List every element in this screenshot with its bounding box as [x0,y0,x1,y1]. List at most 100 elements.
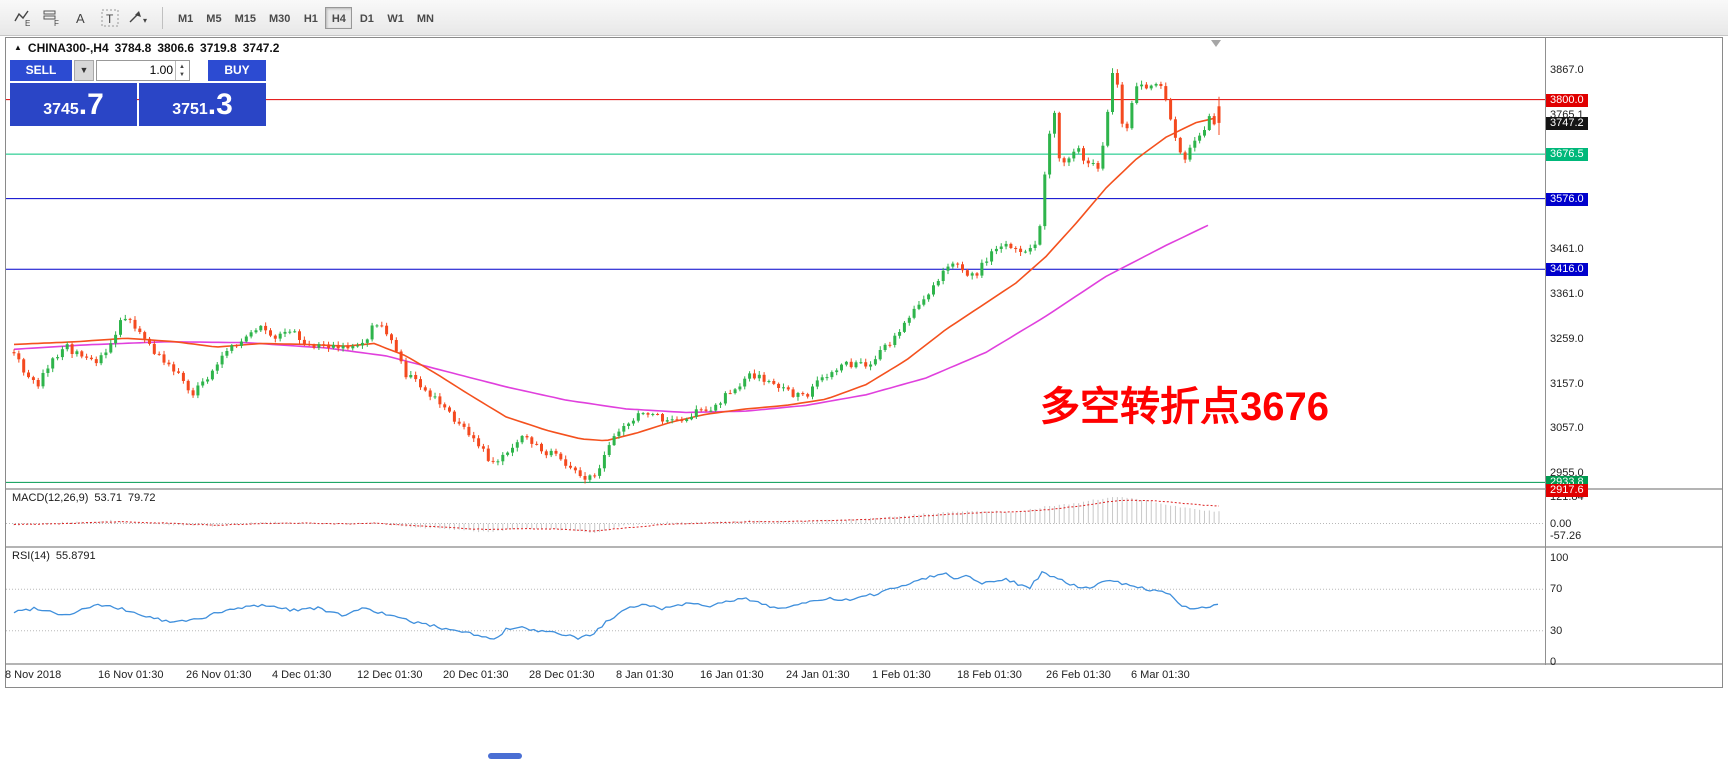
macd-name: MACD(12,26,9) [12,492,89,504]
ohlc-open: 3784.8 [114,41,152,55]
objects-tool-button[interactable]: F [37,5,66,30]
macd-label: MACD(12,26,9) 53.71 79.72 [12,492,161,504]
price-scale-border [1545,38,1546,687]
svg-text:T: T [106,12,114,26]
buy-button[interactable]: BUY [208,60,266,81]
chevron-down-icon: ▼ [79,65,89,75]
timeframe-button-H1[interactable]: H1 [303,12,318,25]
price-axis-label: 3259.0 [1550,332,1584,345]
one-click-collapse-icon[interactable]: ▲ [14,42,22,52]
ask-price-box[interactable]: 3751.3 [139,83,266,126]
stepper-up-icon[interactable]: ▲ [179,63,185,70]
panel-separator[interactable] [6,546,1722,548]
timeframe-button-M30[interactable]: M30 [268,12,291,25]
price-axis-label: 2917.6 [1546,483,1588,497]
chart-shift-marker[interactable] [1211,40,1221,47]
time-axis-label: 6 Mar 01:30 [1131,669,1190,681]
time-axis-label: 28 Dec 01:30 [529,669,595,681]
price-axis-label: 3747.2 [1546,116,1588,130]
time-axis-label: 16 Jan 01:30 [700,669,764,681]
svg-text:F: F [54,19,59,28]
text-tool-button[interactable]: T [95,5,124,30]
price-axis-label: 3676.5 [1546,148,1588,162]
grid-icon: F [43,10,59,28]
price-axis-label: 3576.0 [1546,192,1588,206]
volume-value: 1.00 [149,63,173,77]
macd-axis-label: 121.84 [1550,491,1584,503]
price-axis-label: 3361.0 [1550,287,1584,300]
chart-window: ▲ CHINA300-,H4 3784.8 3806.6 3719.8 3747… [5,37,1723,688]
bid-price-main: 3745 [43,101,79,118]
ohlc-close: 3747.2 [242,41,280,55]
timeframe-button-H4[interactable]: H4 [325,6,353,29]
symbol-period-label: CHINA300-,H4 [27,41,109,55]
price-axis-label: 3765.1 [1550,109,1584,121]
arrows-tool-button[interactable]: ▾ [124,5,153,30]
price-axis-label: 3157.0 [1550,377,1584,390]
timeframe-button-M15[interactable]: M15 [234,12,256,25]
rsi-axis-label: 30 [1550,624,1563,637]
panel-separator[interactable] [6,488,1722,490]
letter-a-icon: A [76,11,85,26]
rsi-label: RSI(14) 55.8791 [12,550,102,562]
macd-axis-label: 0.00 [1550,517,1572,530]
time-axis-label: 1 Feb 01:30 [872,669,931,681]
time-axis-label: 4 Dec 01:30 [272,669,332,681]
ask-price-main: 3751 [172,101,208,118]
rsi-chart[interactable] [6,548,1545,663]
svg-text:A: A [76,11,85,26]
order-type-dropdown[interactable]: ▼ [74,60,94,81]
one-click-trading-panel: SELL ▼ 1.00 ▲ ▼ BUY 3745.7 3751.3 [10,59,266,126]
price-axis-label: 3057.0 [1550,421,1584,434]
toolbar-separator [162,6,163,29]
price-axis-label: 3461.0 [1550,243,1584,256]
time-axis-label: 8 Nov 2018 [5,669,62,681]
toolbar: E F A T ▾ [0,0,1728,36]
rsi-name: RSI(14) [12,550,50,562]
ask-price-big: .3 [207,88,233,121]
bid-price-big: .7 [78,88,104,121]
panel-separator [6,663,1722,665]
rsi-value: 55.8791 [55,550,96,562]
bottom-scroll-indicator[interactable] [488,753,522,759]
timeframe-bar: M1 M5 M15 M30 H1 H4 D1 W1 MN [172,6,441,29]
timeframe-button-M5[interactable]: M5 [206,12,222,25]
rsi-axis-label: 70 [1550,583,1563,596]
svg-text:E: E [25,19,30,28]
timeframe-button-W1[interactable]: W1 [387,12,404,25]
time-axis-label: 18 Feb 01:30 [957,669,1022,681]
time-axis-label: 12 Dec 01:30 [357,669,423,681]
price-axis-label: 3867.0 [1550,64,1584,76]
chart-annotation: 多空转折点3676 [1040,385,1329,429]
stepper-down-icon[interactable]: ▼ [179,71,185,78]
ohlc-low: 3719.8 [200,41,237,55]
timeframe-button-D1[interactable]: D1 [359,12,374,25]
macd-signal-value: 79.72 [127,492,156,504]
price-axis-label: 3800.0 [1546,93,1588,107]
time-axis-label: 16 Nov 01:30 [98,669,164,681]
macd-axis-label: -57.26 [1550,530,1582,542]
bottom-strip [0,689,1728,759]
volume-input[interactable]: 1.00 ▲ ▼ [96,60,190,81]
indicators-tool-button[interactable]: E [8,5,37,30]
time-axis-label: 24 Jan 01:30 [786,669,850,681]
price-axis-label: 2955.0 [1550,467,1584,479]
bid-price-box[interactable]: 3745.7 [10,83,137,126]
arrow-tool-icon: ▾ [129,10,147,25]
time-axis-label: 20 Dec 01:30 [443,669,509,681]
svg-text:▾: ▾ [143,16,147,25]
time-axis-label: 26 Nov 01:30 [186,669,252,681]
chart-title: ▲ CHINA300-,H4 3784.8 3806.6 3719.8 3747… [14,41,279,55]
sell-button[interactable]: SELL [10,60,72,81]
volume-stepper[interactable]: ▲ ▼ [175,61,188,80]
label-tool-button[interactable]: A [66,5,95,30]
macd-chart[interactable] [6,490,1545,546]
time-scale[interactable]: 8 Nov 2018 16 Nov 01:30 26 Nov 01:30 4 Dec … [5,665,1722,687]
rsi-axis-label: 100 [1550,552,1569,564]
indicators-icon: E [13,10,30,28]
ohlc-high: 3806.6 [157,41,195,55]
timeframe-button-MN[interactable]: MN [416,12,434,25]
macd-main-value: 53.71 [94,492,122,504]
timeframe-button-M1[interactable]: M1 [178,12,194,25]
